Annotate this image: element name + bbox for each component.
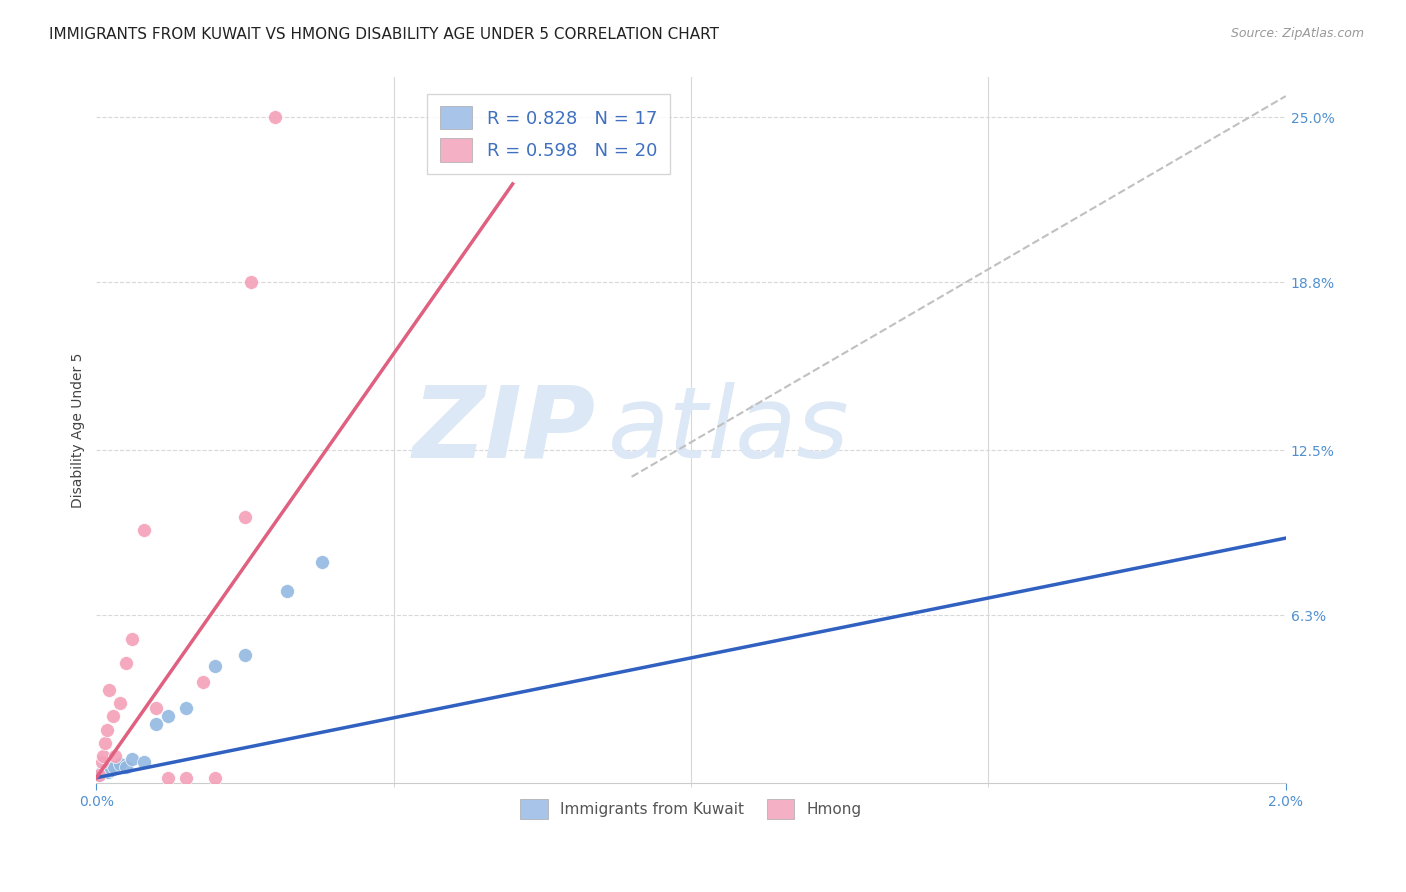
Text: ZIP: ZIP xyxy=(413,382,596,479)
Point xyxy=(263,111,285,125)
Point xyxy=(91,765,114,780)
Point xyxy=(204,771,226,785)
Point xyxy=(156,709,179,723)
Point xyxy=(132,523,155,537)
Text: IMMIGRANTS FROM KUWAIT VS HMONG DISABILITY AGE UNDER 5 CORRELATION CHART: IMMIGRANTS FROM KUWAIT VS HMONG DISABILI… xyxy=(49,27,720,42)
Point xyxy=(91,755,114,769)
Y-axis label: Disability Age Under 5: Disability Age Under 5 xyxy=(72,352,86,508)
Point xyxy=(240,276,263,290)
Point xyxy=(145,701,167,715)
Point xyxy=(101,709,124,723)
Point xyxy=(156,771,179,785)
Point xyxy=(121,752,143,766)
Point xyxy=(145,717,167,731)
Point xyxy=(121,632,143,647)
Text: Source: ZipAtlas.com: Source: ZipAtlas.com xyxy=(1230,27,1364,40)
Point xyxy=(115,657,138,671)
Point xyxy=(174,771,197,785)
Point xyxy=(204,659,226,673)
Point xyxy=(233,648,256,663)
Point xyxy=(174,701,197,715)
Point xyxy=(98,682,121,697)
Legend: Immigrants from Kuwait, Hmong: Immigrants from Kuwait, Hmong xyxy=(515,793,868,825)
Point xyxy=(103,760,125,774)
Point xyxy=(104,749,127,764)
Point xyxy=(132,755,155,769)
Point xyxy=(276,584,298,599)
Point xyxy=(89,768,111,782)
Point xyxy=(193,674,215,689)
Text: atlas: atlas xyxy=(607,382,849,479)
Point xyxy=(93,749,115,764)
Point xyxy=(233,509,256,524)
Point xyxy=(108,696,131,710)
Point xyxy=(97,765,120,780)
Point xyxy=(311,555,333,569)
Point xyxy=(89,768,111,782)
Point xyxy=(108,757,131,772)
Point xyxy=(100,763,122,777)
Point xyxy=(96,723,118,737)
Point xyxy=(94,763,117,777)
Point xyxy=(115,760,138,774)
Point xyxy=(94,736,117,750)
